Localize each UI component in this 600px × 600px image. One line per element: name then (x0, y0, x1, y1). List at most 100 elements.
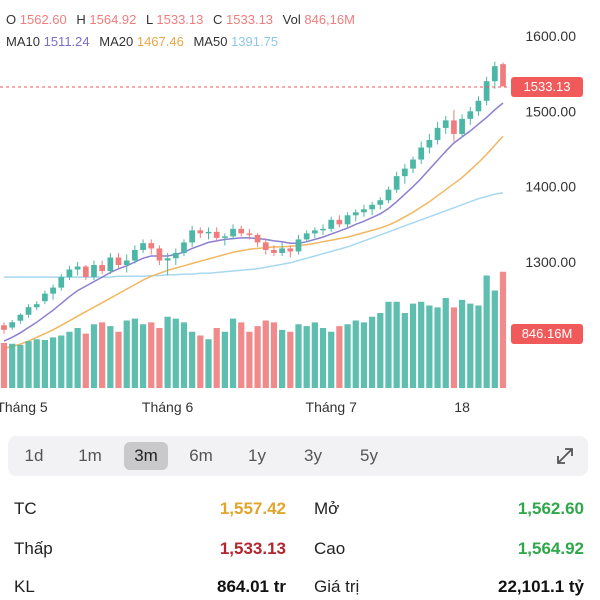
volume-bar (467, 303, 474, 388)
volume-bar (107, 326, 114, 388)
ma20-label: MA20 (99, 34, 134, 49)
expand-icon[interactable] (554, 445, 576, 467)
volume-bar (401, 313, 408, 388)
candle-body (74, 266, 81, 270)
candle-body (1, 325, 7, 330)
tab-3y[interactable]: 3y (304, 446, 322, 465)
tc-value: 1,557.42 (219, 499, 286, 518)
candle-body (287, 248, 294, 252)
open-value: 1562.60 (19, 12, 67, 27)
volume-bar (336, 326, 343, 388)
ma-legend: MA10 1511.24 MA20 1467.46 MA50 1391.75 (6, 34, 284, 49)
candle-body (361, 209, 367, 213)
candle-body (393, 176, 400, 190)
candle-body (418, 147, 425, 160)
volume-bar (131, 318, 138, 388)
volume-bar (189, 331, 196, 388)
thap-label: Thấp (14, 539, 53, 558)
candle-body (254, 234, 261, 243)
candle-body (246, 233, 253, 235)
volume-bar (450, 307, 458, 388)
volume-bar (82, 333, 89, 388)
candle-body (230, 228, 236, 237)
volume-bar (229, 318, 237, 388)
volume-bar (385, 301, 392, 388)
volume-bar (270, 322, 278, 388)
volume-bar (499, 271, 507, 388)
volume-bar (254, 326, 261, 388)
volume-bar (393, 301, 400, 388)
candle-body (42, 293, 48, 302)
volume-bar (377, 313, 384, 388)
volume-bar (197, 335, 204, 388)
open-label: O (6, 12, 17, 27)
volume-bar (352, 320, 359, 388)
candle-body (377, 200, 384, 205)
candle-body (442, 120, 449, 128)
volume-bar (319, 328, 327, 388)
candle-body (238, 228, 245, 234)
candle-body (385, 189, 392, 201)
volume-bar (221, 331, 228, 388)
candle-body (271, 249, 277, 253)
candle-body (295, 239, 302, 252)
volume-bar (369, 316, 376, 388)
close-value: 1533.13 (226, 12, 274, 27)
candle-body (181, 242, 187, 253)
candle-body (148, 243, 155, 249)
ohlc-legend: O 1562.60 H 1564.92 L 1533.13 C 1533.13 … (6, 12, 361, 27)
volume-bar (0, 343, 8, 388)
volume-bar (205, 339, 212, 388)
tab-3m[interactable]: 3m (124, 442, 168, 470)
candle-body (459, 118, 465, 134)
volume-bar (238, 322, 245, 388)
last-volume-tag: 846.16M (511, 324, 583, 344)
candle-body (205, 231, 212, 234)
volume-bar (58, 335, 65, 388)
volume-bar (123, 320, 130, 388)
candle-body (467, 111, 474, 119)
volume-bar (418, 301, 425, 388)
candle-body (107, 257, 114, 272)
tab-5y[interactable]: 5y (360, 446, 378, 465)
high-label: H (76, 12, 86, 27)
range-tab-bar: 1d 1m 3m 6m 1y 3y 5y (8, 436, 588, 476)
volume-bar (328, 331, 335, 388)
volume-bar (426, 305, 433, 388)
low-value: 1533.13 (156, 12, 204, 27)
x-axis-label: Tháng 7 (306, 399, 358, 415)
candle-body (262, 242, 269, 250)
kl-label: KL (14, 577, 35, 596)
candle-body (451, 120, 457, 134)
volume-bar (262, 320, 269, 388)
volume-bar (180, 322, 188, 388)
candle-body (500, 64, 506, 87)
candle-body (475, 100, 482, 112)
volume-bar (287, 331, 294, 388)
tab-6m[interactable]: 6m (189, 446, 213, 465)
candle-body (58, 277, 65, 288)
volume-bar (213, 328, 220, 388)
volume-bar (90, 324, 98, 388)
ma50-line (4, 191, 504, 278)
volume-bar (295, 324, 302, 388)
close-label: C (213, 12, 223, 27)
x-axis-label: Tháng 5 (0, 399, 48, 415)
candle-body (401, 168, 408, 177)
tab-1d[interactable]: 1d (24, 446, 44, 465)
candle-body (336, 219, 343, 225)
ma10-line (3, 102, 504, 342)
volume-bar (409, 303, 417, 388)
candle-body (328, 219, 335, 229)
ma10-value: 1511.24 (43, 34, 90, 49)
y-tick-label: 1400.00 (525, 179, 576, 195)
price-chart[interactable]: 1600.00 1500.00 1400.00 1300.00 Tháng 5 Thán… (0, 0, 600, 420)
tab-1m[interactable]: 1m (78, 446, 102, 465)
volume-bar (491, 290, 498, 388)
x-axis-label: 18 (454, 399, 470, 415)
tab-1y[interactable]: 1y (248, 446, 266, 465)
volume-bar (344, 324, 351, 388)
candle-body (303, 233, 310, 240)
candle-body (9, 322, 16, 328)
candle-body (434, 127, 441, 140)
